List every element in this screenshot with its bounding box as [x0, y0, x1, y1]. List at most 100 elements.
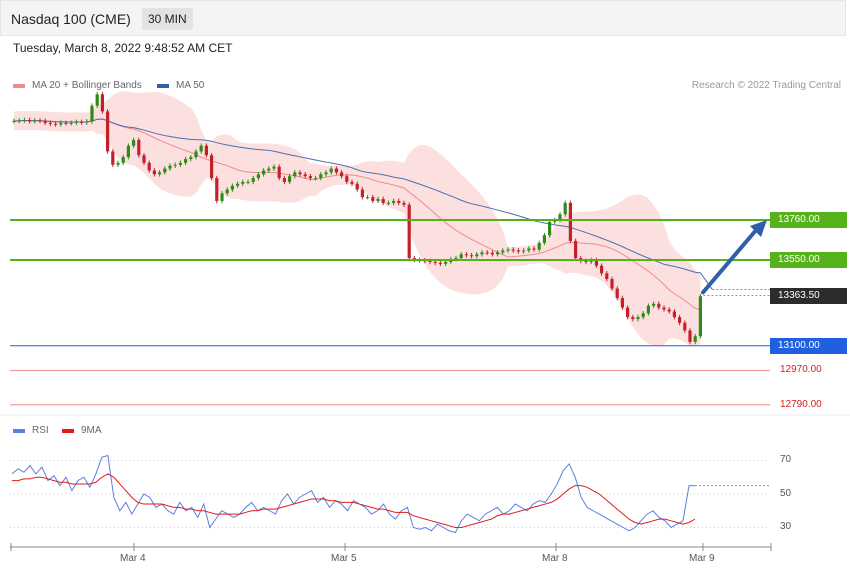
- candle-body: [693, 336, 697, 342]
- candle-body: [267, 168, 271, 171]
- level-s1-value: 12970.00: [780, 364, 822, 375]
- candle-body: [605, 273, 609, 280]
- candle-body: [371, 197, 375, 201]
- candle-body: [392, 200, 396, 203]
- level-tag-s1: 12970.00: [772, 362, 822, 378]
- candle-body: [444, 261, 448, 264]
- candle-body: [574, 240, 578, 259]
- candle-body: [220, 193, 224, 201]
- candle-body: [568, 202, 572, 241]
- candle-body: [189, 157, 193, 160]
- candle-body: [485, 252, 489, 254]
- candle-body: [293, 172, 297, 177]
- candle-body: [54, 123, 58, 125]
- x-label-mar5: Mar 5: [331, 553, 357, 564]
- candle-body: [152, 170, 156, 175]
- candle-body: [204, 145, 208, 156]
- candle-body: [454, 258, 458, 260]
- candle-body: [470, 255, 474, 257]
- candle-body: [563, 202, 567, 215]
- candle-body: [678, 317, 682, 323]
- candle-body: [272, 166, 276, 169]
- candle-body: [116, 162, 120, 165]
- legend-rsi9ma: 9MA: [62, 425, 102, 436]
- candle-body: [506, 249, 510, 251]
- rsi-tick-30: 30: [780, 521, 792, 532]
- level-tag-s2: 12790.00: [772, 397, 822, 413]
- candle-body: [59, 122, 63, 125]
- candle-body: [501, 250, 505, 253]
- ma50-line: [13, 118, 713, 290]
- level-tag-r1: 13760.00: [770, 212, 847, 228]
- candle-body: [106, 111, 110, 152]
- candle-body: [184, 159, 188, 163]
- candle-body: [147, 162, 151, 171]
- candle-body: [225, 189, 229, 194]
- candle-body: [256, 174, 260, 179]
- candle-body: [355, 183, 359, 190]
- candle-body: [366, 197, 370, 199]
- candle-body: [28, 120, 32, 122]
- projection-arrow-head: [750, 220, 767, 237]
- candle-body: [241, 181, 245, 184]
- candle-body: [282, 178, 286, 182]
- candle-body: [381, 199, 385, 203]
- level-s2-value: 12790.00: [780, 399, 822, 410]
- candle-body: [459, 254, 463, 259]
- level-tag-r2: 13550.00: [770, 252, 847, 268]
- candle-body: [657, 303, 661, 308]
- candle-body: [490, 252, 494, 255]
- candle-body: [340, 172, 344, 177]
- candle-body: [667, 309, 671, 312]
- candle-body: [319, 174, 323, 179]
- rsi-line: [11, 454, 695, 534]
- rsi9ma-swatch: [62, 428, 74, 433]
- candle-body: [215, 178, 219, 201]
- candle-body: [246, 181, 250, 183]
- x-label-mar9: Mar 9: [689, 553, 715, 564]
- candle-body: [173, 164, 177, 166]
- candle-body: [277, 166, 281, 179]
- candle-body: [511, 249, 515, 251]
- candle-body: [584, 260, 588, 262]
- candle-body: [90, 105, 94, 122]
- candle-body: [548, 221, 552, 236]
- interval-button[interactable]: 30 MIN: [142, 8, 193, 30]
- candle-body: [48, 122, 52, 124]
- candle-body: [397, 200, 401, 203]
- candle-body: [12, 120, 16, 122]
- ma50-swatch: [157, 83, 169, 88]
- ma50-label: MA 50: [176, 80, 205, 91]
- candle-body: [698, 296, 702, 337]
- legend-rsi: RSI: [13, 425, 49, 436]
- candle-body: [69, 122, 73, 124]
- candle-body: [646, 305, 650, 314]
- x-label-mar8: Mar 8: [542, 553, 568, 564]
- candle-body: [163, 168, 167, 173]
- candle-body: [111, 151, 115, 165]
- chart-timestamp: Tuesday, March 8, 2022 9:48:52 AM CET: [13, 41, 233, 55]
- level-r1-value: 13760.00: [778, 214, 820, 225]
- candle-body: [480, 252, 484, 255]
- candle-body: [496, 252, 500, 255]
- candle-body: [636, 317, 640, 320]
- level-pivot-value: 13100.00: [778, 340, 820, 351]
- candle-body: [542, 235, 546, 243]
- candle-body: [402, 202, 406, 205]
- x-label-mar4: Mar 4: [120, 553, 146, 564]
- rsi-label: RSI: [32, 425, 49, 436]
- candle-body: [620, 298, 624, 308]
- candle-body: [126, 145, 130, 158]
- candle-body: [262, 170, 266, 175]
- research-credit: Research © 2022 Trading Central: [691, 80, 841, 91]
- candle-body: [158, 172, 162, 175]
- candle-body: [558, 214, 562, 220]
- candle-body: [594, 260, 598, 266]
- candle-body: [610, 279, 614, 289]
- candle-body: [428, 260, 432, 262]
- projection-arrow-shaft: [701, 227, 759, 295]
- rsi-swatch: [13, 428, 25, 433]
- candle-body: [95, 94, 99, 106]
- candle-body: [407, 204, 411, 259]
